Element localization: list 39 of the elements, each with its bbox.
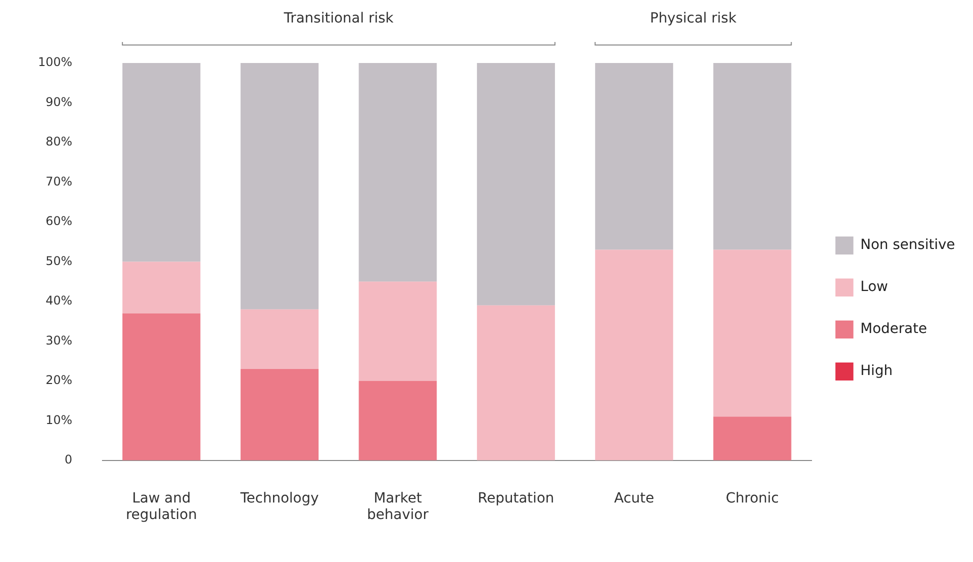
bar (122, 262, 200, 314)
bar (713, 250, 792, 417)
x-tick-label: Technology (239, 490, 319, 506)
bar (595, 250, 674, 460)
bar (240, 309, 319, 369)
y-tick-label: 0 (64, 452, 72, 467)
y-tick-label: 40% (46, 294, 72, 308)
bar (358, 282, 437, 381)
y-tick-label: 60% (46, 214, 72, 228)
bar (240, 63, 319, 310)
bar (122, 63, 200, 262)
y-tick-label: 70% (46, 174, 72, 188)
y-tick-label: 50% (46, 254, 72, 268)
x-tick-label: Market behavior (367, 490, 429, 524)
bar (122, 313, 200, 460)
bar (358, 63, 437, 282)
y-tick-label: 20% (46, 373, 72, 388)
x-tick-label: Reputation (478, 490, 554, 506)
bar (595, 63, 674, 250)
y-tick-label: 100% (38, 55, 72, 70)
bar (240, 369, 319, 460)
y-tick-label: 30% (46, 333, 72, 348)
legend-label: Non sensitive (860, 237, 956, 254)
x-tick-label: Law and regulation (126, 490, 197, 524)
bar (476, 305, 555, 460)
x-tick-label: Acute (614, 490, 654, 506)
text: Transitional risk (282, 10, 394, 27)
bar (713, 416, 792, 460)
x-tick-label: Chronic (726, 490, 779, 506)
y-tick-label: 90% (46, 94, 72, 109)
legend-label: Moderate (860, 321, 927, 338)
y-tick-label: 10% (46, 412, 72, 427)
legend-label: High (860, 363, 893, 380)
bar (476, 63, 555, 306)
legend-label: Low (860, 279, 888, 296)
y-tick-label: 80% (46, 134, 72, 149)
text: Physical risk (650, 10, 738, 27)
bar (358, 380, 437, 460)
bar (713, 63, 792, 250)
